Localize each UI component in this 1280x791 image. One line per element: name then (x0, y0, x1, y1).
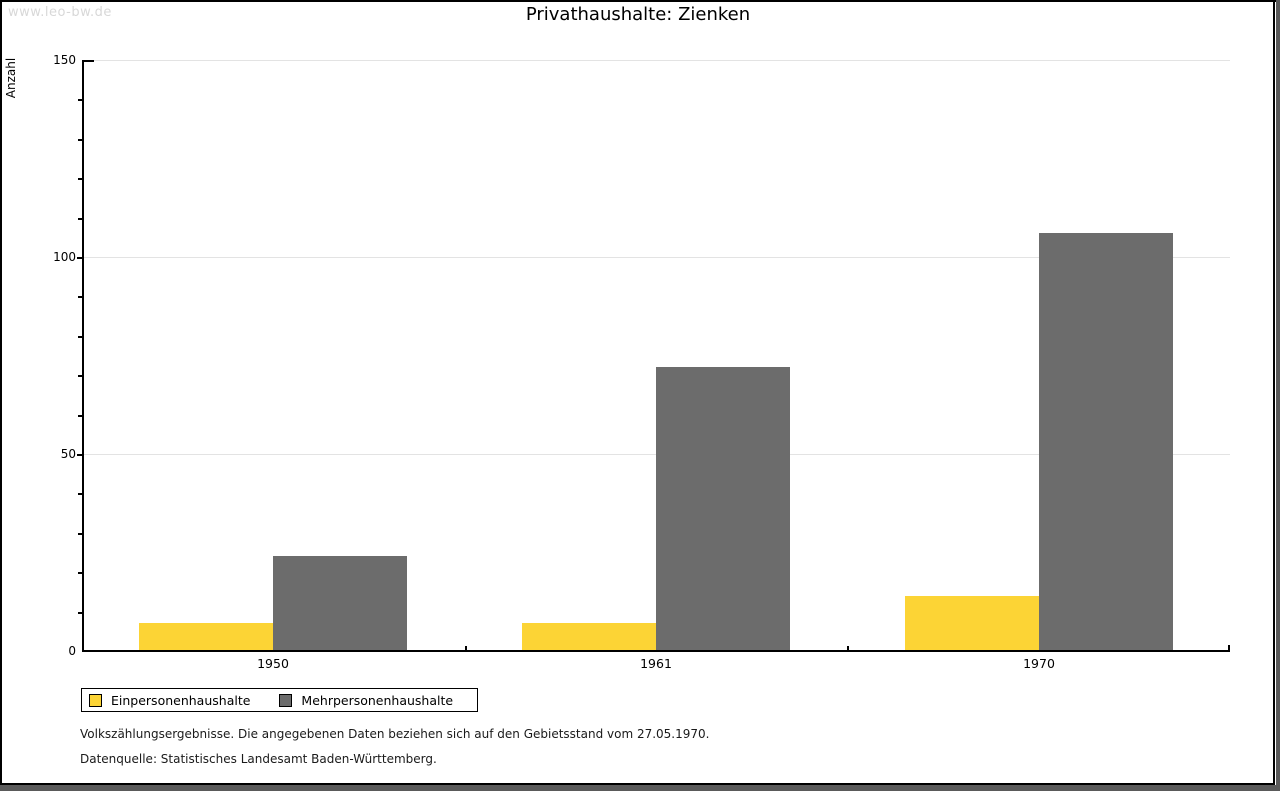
x-tick-label: 1961 (640, 656, 672, 671)
right-strip (1276, 0, 1280, 791)
y-tick (78, 178, 82, 180)
frame-right (1273, 0, 1275, 785)
legend: Einpersonenhaushalte Mehrpersonenhaushalt… (81, 688, 478, 712)
x-axis-end-cap (1228, 645, 1230, 651)
y-tick (78, 493, 82, 495)
y-tick-label: 0 (68, 644, 76, 658)
bar-mehrpersonenhaushalte-1961 (656, 367, 790, 651)
source-note: Datenquelle: Statistisches Landesamt Bad… (80, 752, 437, 766)
y-tick (78, 572, 82, 574)
y-axis-line (82, 60, 84, 651)
y-tick (78, 296, 82, 298)
x-axis-line (82, 650, 1230, 652)
y-tick (78, 99, 82, 101)
x-tick (465, 646, 467, 651)
footnote: Volkszählungsergebnisse. Die angegebenen… (80, 727, 710, 741)
bar-einpersonenhaushalte-1961 (522, 623, 656, 651)
y-tick (77, 454, 82, 456)
y-tick (78, 375, 82, 377)
chart-title: Privathaushalte: Zienken (525, 4, 751, 25)
bar-einpersonenhaushalte-1950 (139, 623, 273, 651)
gridline (82, 257, 1230, 258)
y-tick (78, 612, 82, 614)
y-tick (78, 139, 82, 141)
legend-label: Einpersonenhaushalte (111, 692, 251, 708)
frame-top (0, 0, 1276, 2)
legend-item: Mehrpersonenhaushalte (279, 693, 482, 708)
y-axis-top-cap (82, 60, 94, 62)
y-tick-label: 100 (53, 250, 76, 264)
x-tick-label: 1950 (257, 656, 289, 671)
legend-item: Einpersonenhaushalte (89, 693, 279, 708)
frame-left (0, 0, 2, 785)
y-tick (78, 218, 82, 220)
x-tick-label: 1970 (1023, 656, 1055, 671)
y-tick-label: 50 (60, 447, 76, 461)
gridline (82, 60, 1230, 61)
legend-swatch-icon (279, 693, 293, 707)
legend-swatch-icon (89, 693, 102, 707)
y-tick (78, 533, 82, 535)
y-tick-label: 150 (53, 53, 76, 67)
watermark: www.leo-bw.de (8, 5, 112, 20)
bar-einpersonenhaushalte-1970 (905, 596, 1039, 651)
bar-mehrpersonenhaushalte-1970 (1039, 233, 1173, 651)
legend-label: Mehrpersonenhaushalte (301, 692, 454, 708)
bottom-strip (0, 785, 1280, 791)
x-tick (847, 646, 849, 651)
y-tick (77, 257, 82, 259)
y-tick (78, 415, 82, 417)
bar-mehrpersonenhaushalte-1950 (273, 556, 407, 651)
y-tick (78, 336, 82, 338)
frame-bottom (0, 783, 1275, 785)
